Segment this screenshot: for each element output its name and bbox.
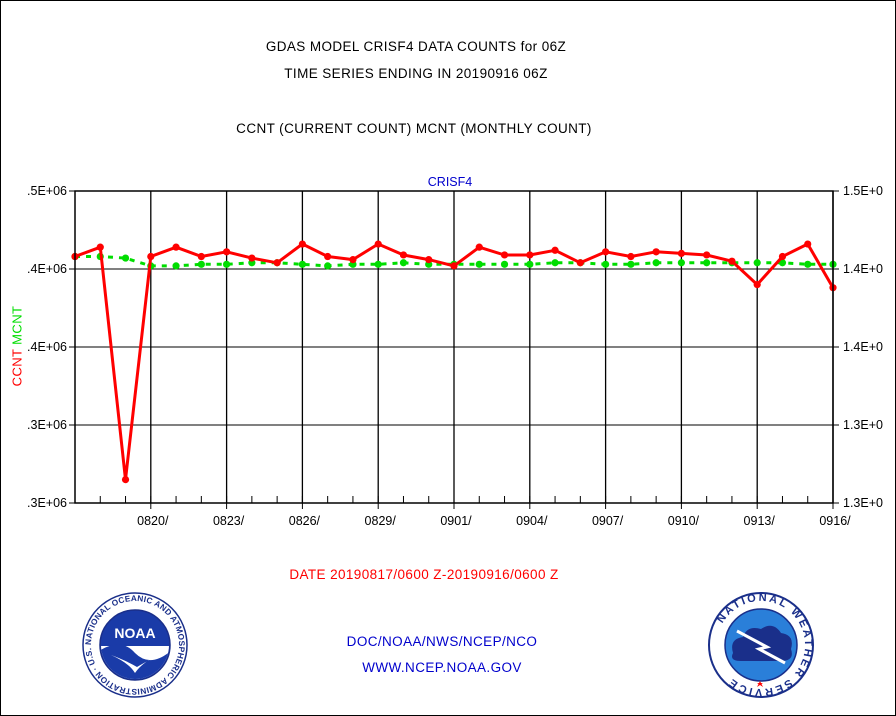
ccnt-point xyxy=(753,281,761,289)
x-tick-label: 0913/ xyxy=(744,514,776,528)
ccnt-point xyxy=(677,249,686,257)
website-link[interactable]: WWW.NCEP.NOAA.GOV xyxy=(362,660,522,675)
x-tick-label: 0916/ xyxy=(819,514,851,528)
mcnt-point xyxy=(475,260,483,268)
y-tick-label-right: 1.3E+0 xyxy=(843,496,883,510)
tick-labels: .3E+06 1.3E+0 .3E+06 1.3E+0 .4E+06 1.4E+0 .4E+… xyxy=(27,184,883,528)
x-tick-label: 0901/ xyxy=(440,514,472,528)
y-tick-label-right: 1.5E+0 xyxy=(843,184,883,198)
ccnt-point xyxy=(778,252,787,261)
chart-title-line2: TIME SERIES ENDING IN 20190916 06Z xyxy=(284,66,548,81)
ccnt-point xyxy=(551,246,559,254)
mcnt-series xyxy=(71,252,837,270)
y-tick-label-right: 1.4E+0 xyxy=(843,340,883,354)
ccnt-point xyxy=(172,243,180,251)
ccnt-point xyxy=(374,240,382,248)
x-tick-label: 0826/ xyxy=(289,514,321,528)
mcnt-point xyxy=(374,260,382,268)
ccnt-point xyxy=(273,259,281,267)
ccnt-point xyxy=(197,252,205,261)
y-tick-label-right: 1.3E+0 xyxy=(843,418,883,432)
ccnt-point xyxy=(576,259,584,267)
ccnt-point xyxy=(500,251,509,259)
ccnt-point xyxy=(450,262,458,270)
ccnt-point xyxy=(526,251,534,259)
mcnt-point xyxy=(324,262,332,270)
y-axis-label-mcnt: MCNT xyxy=(9,305,25,345)
chart-title-line1: GDAS MODEL CRISF4 DATA COUNTS for 06Z xyxy=(265,39,567,54)
ccnt-point xyxy=(728,257,736,265)
ccnt-point xyxy=(147,252,155,261)
y-tick-label-left: .5E+06 xyxy=(27,184,67,198)
mcnt-point xyxy=(172,262,180,270)
grid-layer xyxy=(75,191,834,503)
panel-label: CRISF4 xyxy=(428,175,473,189)
ccnt-point xyxy=(627,252,635,261)
x-tick-label: 0904/ xyxy=(516,514,548,528)
ccnt-point xyxy=(602,248,610,256)
y-tick-label-left: .3E+06 xyxy=(27,496,67,510)
mcnt-point xyxy=(298,260,306,268)
y-tick-label-left: .4E+06 xyxy=(27,262,67,276)
x-tick-label: 0829/ xyxy=(365,514,397,528)
x-tick-label: 0910/ xyxy=(668,514,700,528)
mcnt-point xyxy=(526,260,534,268)
ccnt-point xyxy=(425,256,433,264)
noaa-logo-text: NOAA xyxy=(114,625,155,641)
mcnt-point xyxy=(197,260,205,268)
date-range: DATE 20190817/0600 Z-20190916/0600 Z xyxy=(289,567,559,582)
mcnt-point xyxy=(677,259,686,267)
chart-subtitle: CCNT (CURRENT COUNT) MCNT (MONTHLY COUNT… xyxy=(236,121,592,136)
org-line: DOC/NOAA/NWS/NCEP/NCO xyxy=(346,634,538,649)
x-tick-label: 0820/ xyxy=(137,514,169,528)
mcnt-point xyxy=(703,259,711,267)
ccnt-point xyxy=(248,254,256,262)
mcnt-point xyxy=(551,259,559,267)
ccnt-point xyxy=(399,251,408,259)
mcnt-point xyxy=(602,260,610,268)
ccnt-point xyxy=(223,248,231,256)
ccnt-point xyxy=(652,248,660,256)
ccnt-point xyxy=(324,252,332,261)
ccnt-point xyxy=(475,243,483,251)
mcnt-point xyxy=(778,259,787,267)
ccnt-point xyxy=(298,240,306,248)
mcnt-point xyxy=(627,260,635,268)
ccnt-point xyxy=(703,251,711,259)
ccnt-point xyxy=(349,256,357,264)
noaa-logo-icon: NATIONAL OCEANIC AND ATMOSPHERIC ADMINIS… xyxy=(81,591,188,698)
mcnt-point xyxy=(500,260,509,268)
mcnt-point xyxy=(399,259,408,267)
mcnt-point xyxy=(121,254,130,262)
x-tick-label: 0907/ xyxy=(592,514,624,528)
y-tick-label-right: 1.4E+0 xyxy=(843,262,883,276)
y-tick-label-left: .4E+06 xyxy=(27,340,67,354)
mcnt-point xyxy=(753,259,761,267)
ccnt-point xyxy=(804,240,812,248)
nws-logo-icon: NATIONAL WEATHER SERVICE xyxy=(708,592,814,698)
x-tick-label: 0823/ xyxy=(213,514,245,528)
y-tick-label-left: .3E+06 xyxy=(27,418,67,432)
ccnt-point xyxy=(96,243,104,251)
ccnt-series xyxy=(71,240,837,484)
mcnt-point xyxy=(804,260,812,268)
mcnt-point xyxy=(652,259,660,267)
ccnt-point xyxy=(121,476,130,484)
y-axis-label-ccnt: CCNT xyxy=(9,348,25,387)
mcnt-point xyxy=(223,260,231,268)
